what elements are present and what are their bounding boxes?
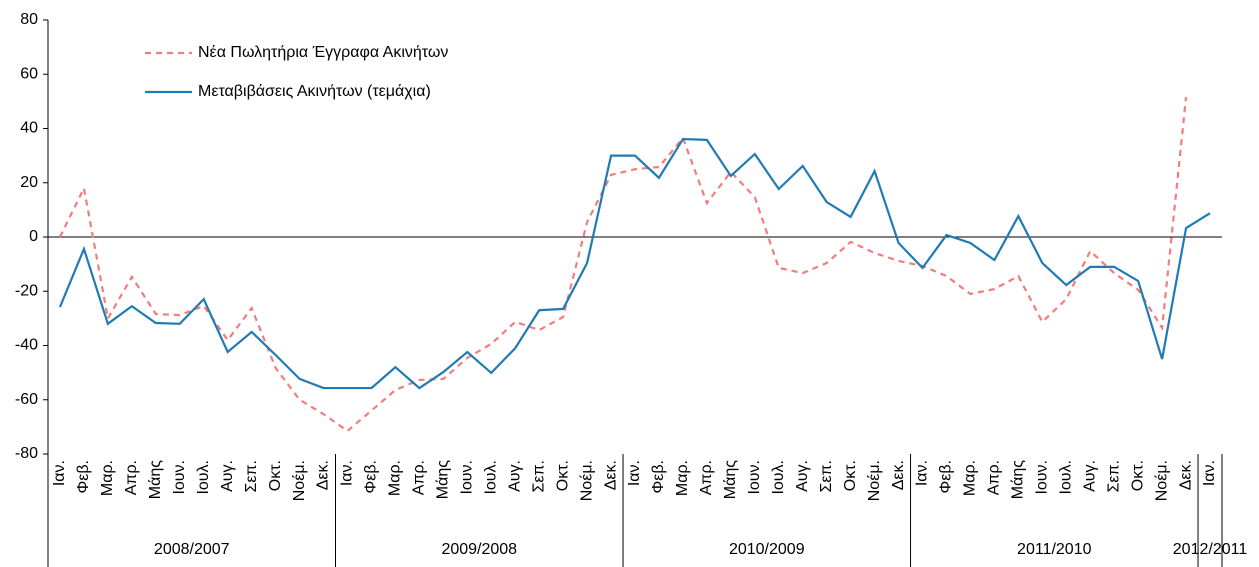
- x-tick-label: Αυγ.: [1081, 460, 1098, 492]
- x-tick-label: Ιαν.: [1201, 460, 1218, 486]
- x-tick-label: Ιαν.: [51, 460, 68, 486]
- x-tick-label: Μάης: [1010, 460, 1027, 499]
- x-tick-label: Μαρ.: [674, 460, 691, 496]
- x-tick-label: Ιουλ.: [1057, 460, 1074, 495]
- x-tick-label: Μάης: [722, 460, 739, 499]
- x-tick-label: Ιουν.: [746, 460, 763, 495]
- x-tick-label: Οκτ.: [554, 460, 571, 491]
- y-tick-label: 80: [20, 11, 38, 28]
- legend-label: Νέα Πωλητήρια Έγγραφα Ακινήτων: [198, 44, 448, 61]
- y-tick-label: -60: [15, 391, 38, 408]
- y-tick-label: -40: [15, 337, 38, 354]
- x-tick-label: Απρ.: [986, 460, 1003, 495]
- group-label: 2012/2011: [1173, 541, 1248, 558]
- series-line: [58, 96, 1188, 433]
- x-tick-label: Ιουν.: [171, 460, 188, 495]
- x-tick-label: Ιουν.: [1034, 460, 1051, 495]
- x-tick-label: Σεπ.: [818, 460, 835, 493]
- x-tick-label: Αυγ.: [219, 460, 236, 492]
- x-tick-label: Αυγ.: [794, 460, 811, 492]
- x-tick-label: Ιαν.: [914, 460, 931, 486]
- y-tick-label: 60: [20, 65, 38, 82]
- x-tick-label: Οκτ.: [1129, 460, 1146, 491]
- group-label: 2010/2009: [729, 541, 805, 558]
- y-tick-label: -20: [15, 282, 38, 299]
- x-tick-label: Φεβ.: [938, 460, 955, 494]
- x-tick-label: Απρ.: [698, 460, 715, 495]
- y-tick-label: 40: [20, 120, 38, 137]
- group-label: 2009/2008: [441, 541, 517, 558]
- x-tick-label: Ιουλ.: [482, 460, 499, 495]
- y-tick-label: 20: [20, 174, 38, 191]
- x-tick-label: Μαρ.: [962, 460, 979, 496]
- x-tick-label: Απρ.: [123, 460, 140, 495]
- group-label: 2011/2010: [1017, 541, 1092, 558]
- legend-label: Μεταβιβάσεις Ακινήτων (τεμάχια): [198, 83, 431, 100]
- y-tick-label: 0: [29, 228, 38, 245]
- x-tick-label: Νοέμ.: [866, 460, 883, 501]
- series-line: [58, 137, 1211, 390]
- x-tick-label: Ιουλ.: [195, 460, 212, 495]
- x-tick-label: Ιουλ.: [770, 460, 787, 495]
- x-tick-label: Οκτ.: [842, 460, 859, 491]
- x-tick-label: Μαρ.: [99, 460, 116, 496]
- x-tick-label: Νοέμ.: [291, 460, 308, 501]
- x-tick-label: Δεκ.: [1177, 460, 1194, 490]
- x-tick-label: Σεπ.: [243, 460, 260, 493]
- y-tick-label: -80: [15, 445, 38, 462]
- x-tick-label: Δεκ.: [315, 460, 332, 490]
- x-tick-label: Φεβ.: [650, 460, 667, 494]
- x-tick-label: Σεπ.: [530, 460, 547, 493]
- x-tick-label: Σεπ.: [1105, 460, 1122, 493]
- x-tick-label: Μαρ.: [387, 460, 404, 496]
- x-tick-label: Μάης: [147, 460, 164, 499]
- group-label: 2008/2007: [154, 541, 230, 558]
- x-tick-label: Φεβ.: [75, 460, 92, 494]
- x-tick-label: Φεβ.: [363, 460, 380, 494]
- x-tick-label: Απρ.: [411, 460, 428, 495]
- x-tick-label: Νοέμ.: [1153, 460, 1170, 501]
- x-tick-label: Δεκ.: [890, 460, 907, 490]
- x-tick-label: Αυγ.: [506, 460, 523, 492]
- x-tick-label: Νοέμ.: [578, 460, 595, 501]
- x-tick-label: Ιαν.: [626, 460, 643, 486]
- x-tick-label: Μάης: [435, 460, 452, 499]
- x-tick-label: Ιαν.: [339, 460, 356, 486]
- x-tick-label: Ιουν.: [459, 460, 476, 495]
- x-tick-label: Οκτ.: [267, 460, 284, 491]
- x-tick-label: Δεκ.: [602, 460, 619, 490]
